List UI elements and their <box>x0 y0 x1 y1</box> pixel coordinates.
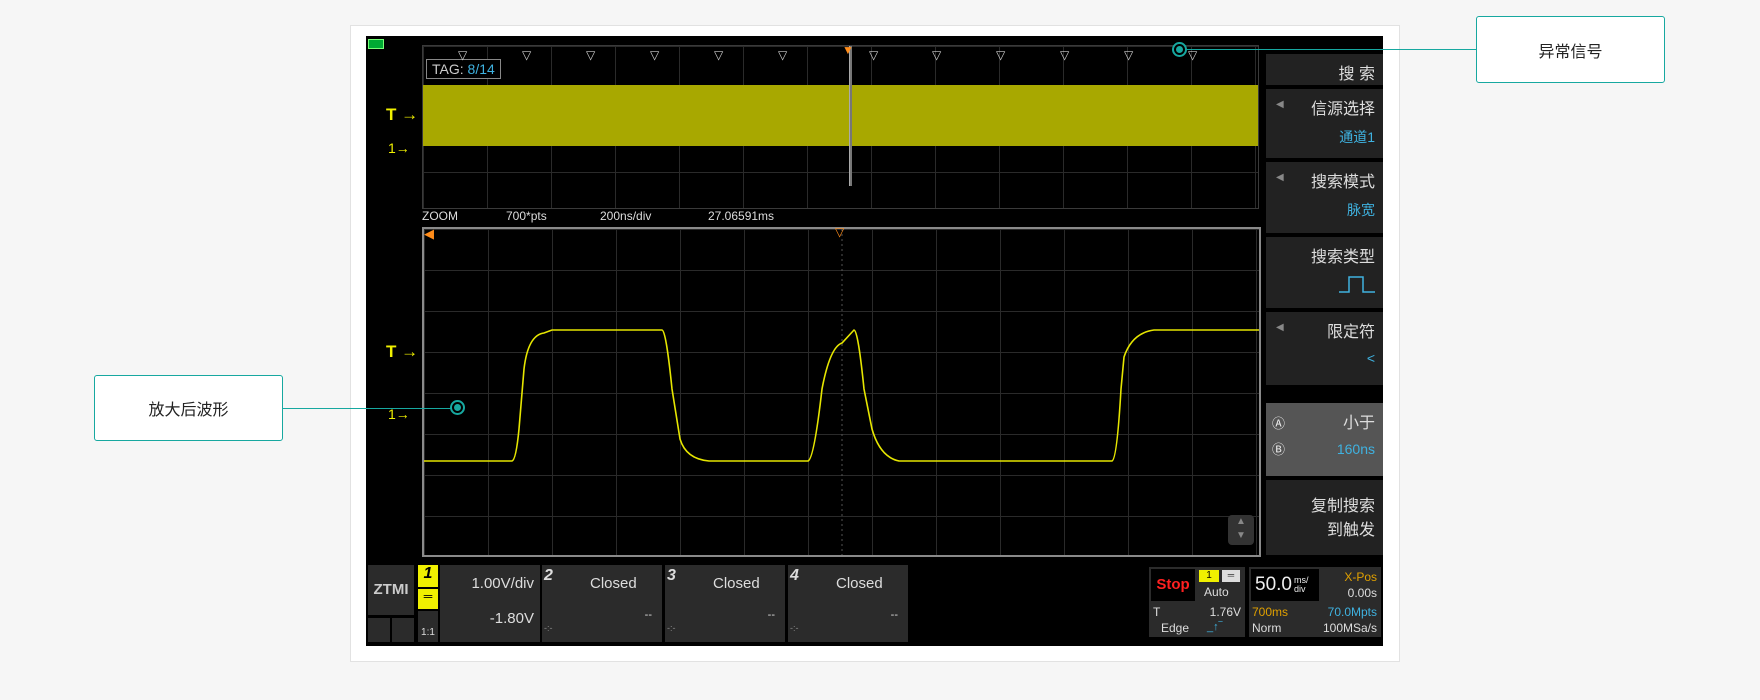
tag-marker-icon[interactable]: ▽ <box>714 48 724 62</box>
tag-marker-icon[interactable]: ▽ <box>650 48 660 62</box>
trigger-source: 1 <box>1199 570 1219 582</box>
tag-marker-icon[interactable]: ▽ <box>458 48 468 62</box>
callout-zoomed-waveform: 放大后波形 <box>94 375 283 441</box>
tag-marker-icon[interactable]: ▽ <box>996 48 1006 62</box>
touch-lock-icon[interactable] <box>392 618 414 642</box>
zoom-position: 27.06591ms <box>708 209 775 223</box>
callout-abnormal-signal: 异常信号 <box>1476 16 1665 83</box>
timebase-panel[interactable]: 50.0 ms/div X-Pos 0.00s 700ms 70.0Mpts No… <box>1249 567 1381 637</box>
ch1-trace <box>424 229 1259 555</box>
ch3-panel[interactable]: 3 Closed -- -:- <box>665 565 785 642</box>
left-arrow-icon: ◀ <box>1276 322 1284 333</box>
ch1-button[interactable]: 1 <box>418 565 438 587</box>
dc-coupling-icon[interactable]: ═ <box>418 589 438 609</box>
ch4-panel[interactable]: 4 Closed -- -:- <box>788 565 908 642</box>
menu-source-select[interactable]: ◀ 信源选择 通道1 <box>1266 89 1383 159</box>
oscilloscope-screen: TAG: 8/14 ▽ ▽ ▽ ▽ ▽ ▽ ▼ ▽ ▽ ▽ ▽ ▽ ▽ T → … <box>366 36 1383 646</box>
menu-less-than[interactable]: Ⓐ Ⓑ 小于 160ns <box>1266 403 1383 477</box>
channel1-marker: 1→ <box>388 140 410 156</box>
knob-a-icon: Ⓐ <box>1272 416 1286 431</box>
tag-marker-icon[interactable]: ▽ <box>586 48 596 62</box>
trigger-level-marker-zoom: T → <box>386 342 419 361</box>
channel1-marker-zoom: 1→ <box>388 406 410 422</box>
knob-b-icon: Ⓑ <box>1272 442 1286 457</box>
compressed-signal <box>423 85 1258 146</box>
left-arrow-icon: ◀ <box>1276 99 1284 110</box>
zoom-points: 700*pts <box>506 209 547 223</box>
trigger-level-marker: T → <box>386 105 419 124</box>
menu-search-mode[interactable]: ◀ 搜索模式 脉宽 <box>1266 162 1383 234</box>
zoom-position-marker[interactable] <box>849 46 852 186</box>
callout-dot-icon <box>450 400 465 415</box>
tag-marker-icon[interactable]: ▽ <box>778 48 788 62</box>
tag-marker-icon[interactable]: ▽ <box>522 48 532 62</box>
tag-marker-icon[interactable]: ▽ <box>1124 48 1134 62</box>
ztmi-logo-button[interactable]: ZTMI <box>368 565 414 615</box>
ch1-settings[interactable]: 1.00V/div -1.80V <box>440 565 540 642</box>
run-stop-status[interactable]: Stop <box>1151 569 1195 601</box>
left-arrow-icon: ◀ <box>1276 172 1284 183</box>
zoom-timebase: 200ns/div <box>600 209 652 223</box>
trigger-panel[interactable]: Stop 1 ═ Auto T 1.76V Edge _↑‾ <box>1149 567 1245 637</box>
zoom-label: ZOOM <box>422 209 458 223</box>
timebase-scale: 50.0 ms/div <box>1251 569 1319 601</box>
menu-search-type[interactable]: 搜索类型 <box>1266 237 1383 309</box>
overview-waveform: TAG: 8/14 ▽ ▽ ▽ ▽ ▽ ▽ ▼ ▽ ▽ ▽ ▽ ▽ ▽ <box>422 43 1259 209</box>
scroll-updown-button[interactable]: ▲ ▼ <box>1228 515 1254 545</box>
tag-counter: TAG: 8/14 <box>426 59 501 79</box>
menu-copy-to-trigger[interactable]: 复制搜索 到触发 <box>1266 480 1383 556</box>
tag-marker-icon[interactable]: ▽ <box>869 48 879 62</box>
menu-qualifier[interactable]: ◀ 限定符 < <box>1266 312 1383 386</box>
waveform-path <box>424 329 1259 462</box>
zoom-left-edge-icon: ◀ <box>424 226 434 241</box>
touch-icon[interactable] <box>368 618 390 642</box>
status-icon <box>368 39 384 49</box>
trigger-position-icon: ▼ <box>842 43 854 57</box>
callout-dot-icon <box>1172 42 1187 57</box>
trigger-marker-icon: ▽ <box>835 225 845 239</box>
ch1-probe: 1:1 <box>418 611 438 642</box>
tag-marker-icon[interactable]: ▽ <box>1188 48 1198 62</box>
callout-line <box>1180 49 1476 50</box>
zoomed-waveform: ◀ ▽ ▲ ▼ <box>422 225 1261 557</box>
tag-marker-icon[interactable]: ▽ <box>932 48 942 62</box>
rising-edge-icon: _↑‾ <box>1207 621 1223 633</box>
dc-icon: ═ <box>1222 570 1240 582</box>
ch2-panel[interactable]: 2 Closed -- -:- <box>542 565 662 642</box>
tag-marker-icon[interactable]: ▽ <box>1060 48 1070 62</box>
menu-title: 搜 索 <box>1266 54 1383 86</box>
pulse-icon <box>1339 276 1375 293</box>
callout-line <box>283 408 458 409</box>
